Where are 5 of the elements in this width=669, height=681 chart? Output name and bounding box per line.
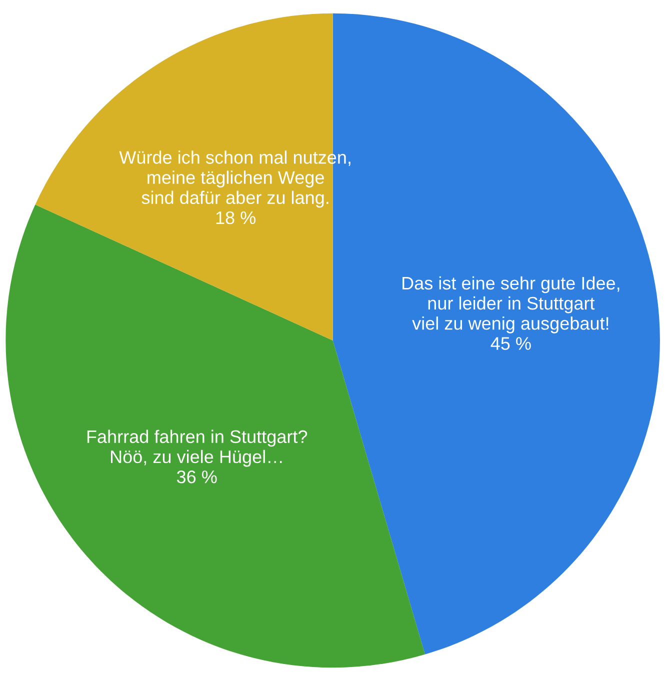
slice-label: Fahrrad fahren in Stuttgart? Nöö, zu viele Hügel… bbox=[87, 430, 308, 467]
data-label: 36 % bbox=[176, 470, 217, 484]
slice-label: Das ist eine sehr gute Idee, nur leider in Stuttgart viel zu wenig ausgebaut! bbox=[402, 276, 620, 334]
data-label: 45 % bbox=[490, 337, 531, 350]
data-label: 18 % bbox=[216, 211, 256, 224]
